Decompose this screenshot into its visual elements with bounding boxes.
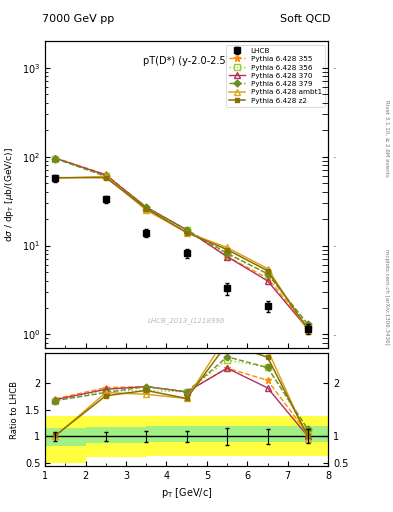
Pythia 6.428 370 (265, 278, 270, 284)
Text: Rivet 3.1.10, ≥ 2.6M events: Rivet 3.1.10, ≥ 2.6M events (384, 100, 389, 177)
Pythia 6.428 355 (306, 324, 310, 330)
Legend: LHCB, Pythia 6.428 355, Pythia 6.428 356, Pythia 6.428 370, Pythia 6.428 379, Py: LHCB, Pythia 6.428 355, Pythia 6.428 356… (226, 45, 325, 106)
Bar (45, 416, 86, 463)
Pythia 6.428 379 (306, 321, 310, 327)
Y-axis label: Ratio to LHCB: Ratio to LHCB (10, 380, 19, 439)
Pythia 6.428 356 (144, 205, 149, 211)
Pythia 6.428 356 (306, 323, 310, 329)
Text: pT(D*) (y-2.0-2.5): pT(D*) (y-2.0-2.5) (143, 56, 230, 67)
Pythia 6.428 356 (265, 271, 270, 277)
Text: LHCB_2013_I1218996: LHCB_2013_I1218996 (148, 317, 225, 324)
Line: Pythia 6.428 ambt1: Pythia 6.428 ambt1 (52, 173, 311, 334)
Pythia 6.428 355 (144, 204, 149, 210)
Text: 7000 GeV pp: 7000 GeV pp (42, 14, 115, 24)
Pythia 6.428 ambt1 (265, 266, 270, 272)
Pythia 6.428 z2 (265, 268, 270, 274)
Pythia 6.428 370 (225, 253, 230, 260)
Text: mcplots.cern.ch [arXiv:1306.3436]: mcplots.cern.ch [arXiv:1306.3436] (384, 249, 389, 345)
Bar (86, 427, 146, 443)
Pythia 6.428 ambt1 (103, 173, 108, 179)
Pythia 6.428 z2 (225, 246, 230, 252)
Pythia 6.428 z2 (184, 229, 189, 236)
Pythia 6.428 370 (306, 326, 310, 332)
Pythia 6.428 379 (53, 156, 58, 162)
Line: Pythia 6.428 356: Pythia 6.428 356 (53, 156, 311, 329)
Pythia 6.428 355 (53, 155, 58, 161)
Pythia 6.428 356 (225, 251, 230, 257)
Pythia 6.428 ambt1 (184, 229, 189, 236)
Pythia 6.428 ambt1 (225, 244, 230, 250)
Pythia 6.428 ambt1 (53, 175, 58, 181)
Pythia 6.428 379 (184, 227, 189, 233)
X-axis label: p$_\mathrm{T}$ [GeV/c]: p$_\mathrm{T}$ [GeV/c] (161, 486, 213, 500)
Pythia 6.428 z2 (144, 205, 149, 211)
Pythia 6.428 379 (225, 250, 230, 256)
Pythia 6.428 355 (103, 172, 108, 178)
Pythia 6.428 370 (103, 172, 108, 178)
Pythia 6.428 379 (103, 173, 108, 179)
Line: Pythia 6.428 379: Pythia 6.428 379 (53, 156, 310, 327)
Pythia 6.428 379 (265, 271, 270, 277)
Pythia 6.428 370 (184, 227, 189, 233)
Line: Pythia 6.428 355: Pythia 6.428 355 (52, 154, 311, 331)
Pythia 6.428 356 (53, 156, 58, 162)
Pythia 6.428 355 (265, 275, 270, 281)
Bar (86, 416, 146, 457)
Pythia 6.428 ambt1 (306, 328, 310, 334)
Pythia 6.428 z2 (53, 175, 58, 181)
Bar (146, 416, 328, 456)
Pythia 6.428 z2 (306, 326, 310, 332)
Y-axis label: d$\sigma$ / dp$_\mathrm{T}$ [$\mu$b/(GeV/c)]: d$\sigma$ / dp$_\mathrm{T}$ [$\mu$b/(GeV… (4, 147, 17, 242)
Line: Pythia 6.428 z2: Pythia 6.428 z2 (53, 175, 310, 331)
Pythia 6.428 379 (144, 204, 149, 210)
Pythia 6.428 370 (144, 204, 149, 210)
Pythia 6.428 370 (53, 155, 58, 161)
Pythia 6.428 355 (225, 253, 230, 260)
Pythia 6.428 z2 (103, 175, 108, 181)
Pythia 6.428 ambt1 (144, 207, 149, 213)
Line: Pythia 6.428 370: Pythia 6.428 370 (52, 155, 311, 332)
Pythia 6.428 355 (184, 227, 189, 233)
Text: Soft QCD: Soft QCD (281, 14, 331, 24)
Pythia 6.428 356 (184, 227, 189, 233)
Bar (45, 429, 86, 446)
Bar (146, 425, 328, 442)
Pythia 6.428 356 (103, 173, 108, 179)
